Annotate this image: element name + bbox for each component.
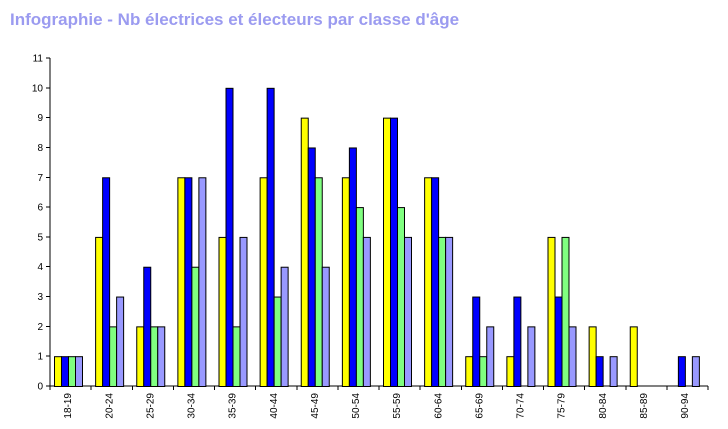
bar [102,177,111,387]
y-tick-label: 5 [37,232,43,243]
bar [588,326,597,388]
bar [595,356,604,388]
bar [547,236,556,387]
y-tick-label: 6 [37,203,43,214]
bar [259,177,268,387]
bar [397,207,405,387]
bar [300,117,309,388]
bar [527,326,536,388]
y-tick-label: 9 [37,113,43,124]
bar [513,296,522,387]
bar [68,356,76,388]
bar [424,177,433,387]
chart-bars [54,87,700,388]
y-tick-label: 7 [37,173,43,184]
bar [184,177,193,387]
y-tick-label: 3 [37,292,43,303]
bar [157,326,166,388]
x-tick-label: 20-24 [104,393,115,419]
bar [225,87,234,388]
bar [266,87,275,388]
bar [677,356,686,388]
bar [348,147,357,387]
bar [61,356,69,388]
bar [75,356,83,388]
bar [143,266,152,387]
bar [239,236,248,387]
x-tick-labels: 18-19 20-24 25-29 30-34 35-39 40-44 45-49 50-54… [63,393,691,419]
x-tick-label: 60-64 [433,393,444,419]
bar [506,356,515,388]
x-tick-label: 18-19 [63,393,74,419]
y-tick-label: 11 [33,54,44,65]
bar [561,236,570,387]
bar [109,326,118,388]
bar [362,236,371,387]
bar [383,117,391,388]
bar [280,266,289,387]
bar [150,326,159,388]
x-tick-label: 70-74 [516,393,527,419]
bar [431,177,440,387]
bar [479,356,488,388]
bar [232,326,241,388]
x-tick-label: 45-49 [310,393,321,419]
bar [691,356,700,388]
y-tick-label: 8 [37,143,43,154]
x-tick-label: 80-84 [598,393,609,419]
bar [486,326,495,388]
bar [609,356,618,388]
bar [341,177,350,387]
bar [321,266,330,387]
y-tick-label: 2 [37,322,43,333]
bar [472,296,481,387]
bar [445,236,454,387]
x-tick-label: 65-69 [474,393,485,419]
bar [54,356,62,388]
x-tick-label: 55-59 [392,393,403,419]
bar [355,207,364,387]
bar [314,177,323,387]
bar [629,326,638,388]
x-tick-label: 25-29 [145,393,156,419]
bar [404,236,412,387]
chart-title: Infographie - Nb électrices et électeurs… [10,10,460,29]
x-tick-label: 85-89 [639,393,650,419]
bar [198,177,207,387]
bar [95,236,104,387]
bar [554,296,563,387]
x-tick-label: 40-44 [269,393,280,419]
bar [218,236,227,387]
bar [438,236,447,387]
y-tick-label: 0 [37,382,43,393]
bar [390,117,398,388]
x-tick-label: 50-54 [351,393,362,419]
bar [177,177,186,387]
bar [116,296,125,387]
y-tick-label: 1 [37,352,43,363]
y-tick-labels: 0 1 2 3 4 5 6 7 8 9 10 11 [32,54,44,393]
y-tick-label: 4 [37,262,43,273]
bar [136,326,145,388]
y-tick-label: 10 [32,83,44,94]
bar [191,266,200,387]
x-tick-label: 75-79 [557,393,568,419]
bar [465,356,474,388]
x-tick-label: 35-39 [228,393,239,419]
x-tick-label: 30-34 [187,393,198,419]
bar [568,326,577,388]
bar [273,296,282,387]
bar [307,147,316,387]
x-tick-label: 90-94 [680,393,691,419]
